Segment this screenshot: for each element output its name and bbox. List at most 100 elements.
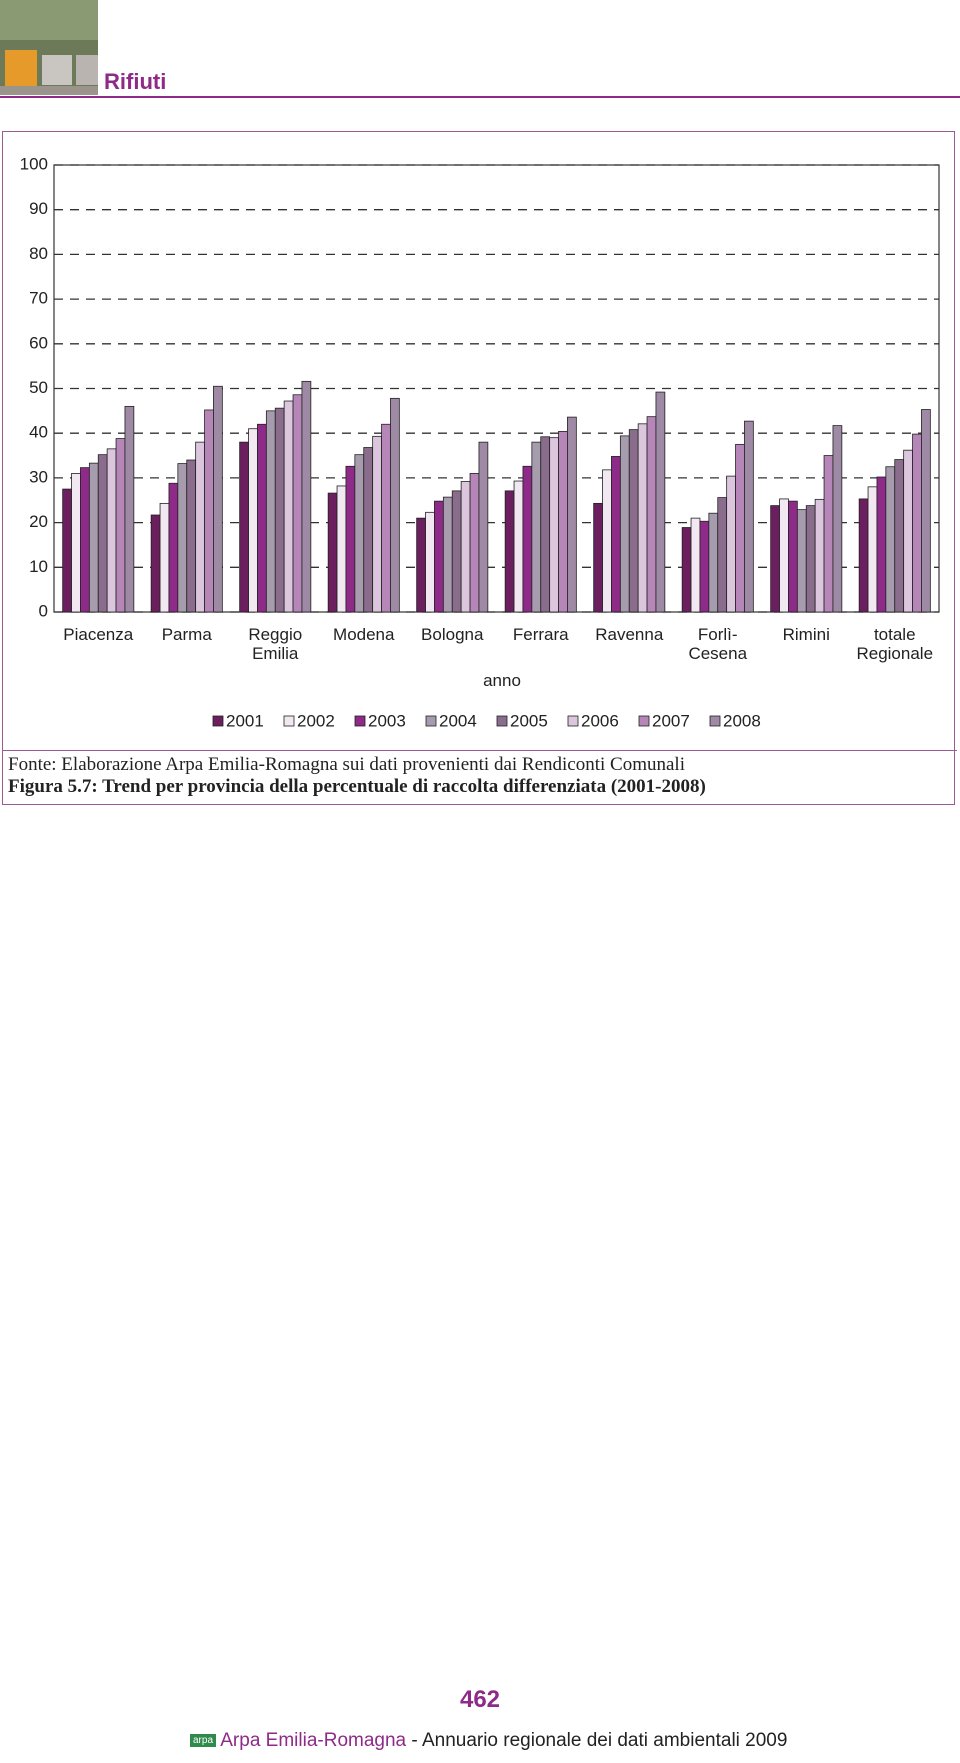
figure-separator [2,750,957,751]
bar [425,511,435,613]
bar [460,481,471,613]
bar [106,448,117,613]
footer-logo: arpa [190,1734,217,1748]
legend-label: 2008 [723,711,761,730]
bar [814,498,825,613]
bar [858,498,869,613]
bar [912,433,922,613]
x-tick-label: Bologna [421,625,484,644]
x-axis-label: anno [483,671,521,690]
bar [770,505,780,613]
bar [274,407,285,613]
legend-label: 2003 [368,711,406,730]
bar [168,482,179,613]
legend-swatch [638,715,650,727]
bar [115,438,126,613]
bar [894,459,905,613]
bar [690,517,701,613]
y-tick-label: 10 [29,557,48,576]
legend-label: 2006 [581,711,619,730]
legend-swatch [354,715,366,727]
bar [699,520,710,613]
legend-swatch [425,715,437,727]
bar [372,435,382,613]
bar [921,409,931,613]
bar [195,441,205,613]
bar [159,502,170,613]
figure-caption: Figura 5.7: Trend per provincia della pe… [8,776,706,797]
bar [239,441,249,613]
bar [301,380,312,613]
bar [434,500,444,613]
bar [646,416,657,613]
bar [903,449,913,613]
bar [257,423,267,613]
bar [327,492,338,613]
bar [204,409,214,613]
legend-label: 2005 [510,711,548,730]
bar [97,454,108,613]
bar [717,497,728,613]
x-tick-label: Modena [333,625,395,644]
y-tick-label: 70 [29,289,48,308]
legend-label: 2001 [226,711,264,730]
bar [805,505,816,613]
bar [177,463,188,613]
bar [885,466,896,613]
bar [628,429,639,613]
bar [708,512,719,613]
bar [735,443,745,613]
legend-swatch [709,715,721,727]
bar [726,475,736,613]
bar [540,436,551,613]
bar [381,423,391,613]
bar [292,394,303,613]
bar [71,473,81,613]
bar [823,455,834,613]
bar [469,473,480,613]
bar [150,514,161,613]
bar [478,441,489,613]
legend-swatch [567,715,579,727]
section-title: Rifiuti [104,69,167,94]
y-tick-label: 40 [29,423,48,442]
bar [531,441,542,613]
bar [265,410,276,613]
bar [186,459,197,613]
bar [602,469,612,613]
bar [558,431,568,613]
bar [442,496,453,613]
bar [832,425,843,613]
bar [124,405,135,613]
bar [619,435,630,613]
legend-swatch [212,715,224,727]
bar [283,400,294,613]
source-note: Fonte: Elaborazione Arpa Emilia-Romagna … [8,754,685,775]
bar [637,423,648,613]
y-tick-label: 100 [20,154,48,173]
y-tick-label: 50 [29,378,48,397]
chart: 0 10 20 30 40 50 60 70 80 90 100 2001 2002 2003 2004 20… [20,154,940,730]
bar [611,456,621,613]
bar [513,480,524,613]
x-tick-label: totale Regionale [856,625,934,663]
bar [213,385,223,613]
x-tick-label: Ferrara [512,625,569,644]
bar [62,488,72,613]
x-tick-label: Piacenza [63,625,134,644]
x-tick-label: Forlì-Cesena [688,625,748,663]
y-tick-label: 30 [29,467,48,486]
bar [88,462,99,613]
bar [779,498,789,613]
y-tick-label: 20 [29,512,48,531]
legend-swatch [496,715,508,727]
bar [354,454,365,613]
header-rule [0,96,960,98]
x-tick-label: Reggio Emilia [248,625,303,663]
plot-frame [53,164,940,613]
bar [876,476,887,613]
legend-swatch [283,715,295,727]
bar [593,502,603,613]
bar [336,485,347,613]
